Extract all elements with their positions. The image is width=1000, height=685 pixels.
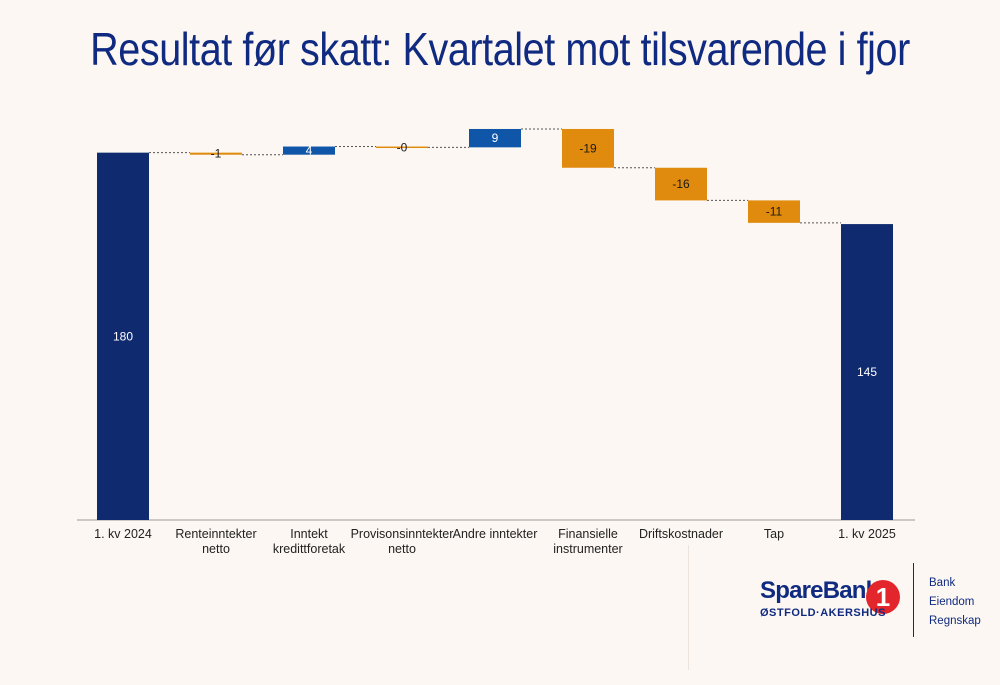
bar-value-label: -0 [397, 140, 408, 154]
category-label: Provisonsinntekter [351, 527, 454, 541]
bar-value-label: -16 [672, 177, 690, 191]
waterfall-bar [283, 146, 335, 155]
bar-value-label: 180 [113, 329, 133, 343]
category-label: 1. kv 2025 [838, 527, 896, 541]
category-label: Inntekt [290, 527, 328, 541]
category-label: kredittforetak [273, 542, 346, 556]
category-label: Andre inntekter [453, 527, 538, 541]
bar-value-label: -1 [211, 147, 222, 161]
bar-value-label: -19 [579, 141, 597, 155]
logo-subtitle: ØSTFOLD·AKERSHUS [760, 607, 886, 619]
logo-name: SpareBank [760, 577, 879, 604]
bar-value-label: 145 [857, 365, 877, 379]
logo-link-eiendom[interactable]: Eiendom [929, 596, 975, 608]
logo-divider [913, 563, 914, 637]
waterfall-bar [655, 167, 707, 201]
waterfall-bar [97, 152, 149, 520]
category-label: Driftskostnader [639, 527, 723, 541]
logo-links: Bank Eiendom Regnskap [929, 574, 981, 631]
waterfall-bar [376, 146, 428, 149]
category-label: Tap [764, 527, 784, 541]
sparebank-logo: SpareBank 1 ØSTFOLD·AKERSHUS Bank Eiendo… [760, 563, 990, 645]
waterfall-bar [748, 200, 800, 223]
page-title: Resultat før skatt: Kvartalet mot tilsva… [90, 23, 910, 75]
category-label: 1. kv 2024 [94, 527, 152, 541]
category-label: netto [388, 542, 416, 556]
waterfall-bar [562, 128, 614, 168]
logo-link-regnskap[interactable]: Regnskap [929, 615, 981, 627]
category-label: netto [202, 542, 230, 556]
logo-link-bank[interactable]: Bank [929, 577, 956, 589]
waterfall-bar [190, 152, 242, 155]
waterfall-bar [469, 128, 521, 148]
logo-one-icon: 1 [866, 580, 900, 614]
waterfall-bar [841, 224, 893, 520]
bar-value-label: 4 [306, 144, 313, 158]
divider-line [688, 545, 689, 670]
bar-value-label: 9 [492, 131, 499, 145]
category-label: Finansielle [558, 527, 618, 541]
bar-value-label: -11 [766, 205, 783, 219]
category-label: instrumenter [553, 542, 622, 556]
category-label: Renteinntekter [175, 527, 256, 541]
